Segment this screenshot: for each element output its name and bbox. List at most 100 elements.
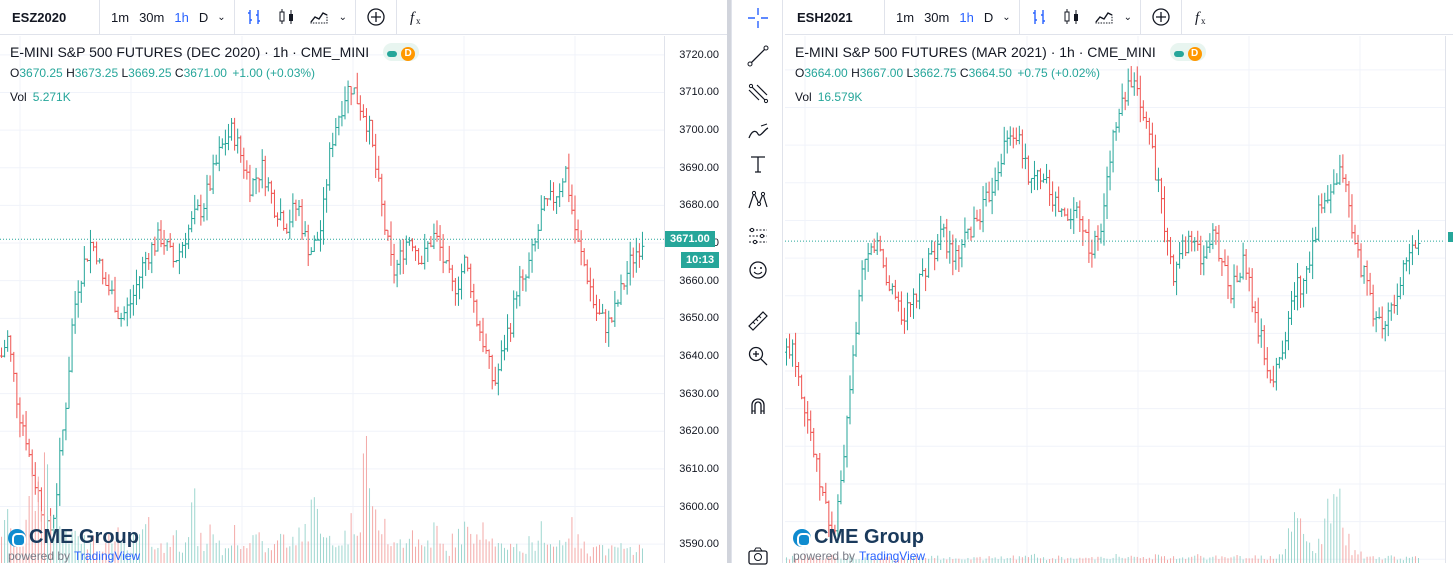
market-status-badge[interactable]: D (1169, 43, 1206, 62)
candles-style-button[interactable] (1056, 0, 1088, 34)
text-icon (751, 156, 765, 173)
ohlc-bar (1271, 365, 1276, 388)
price-axis-left[interactable]: 3720.003710.003700.003690.003680.003670.… (664, 36, 727, 563)
text-tool[interactable] (742, 148, 774, 180)
ohlc-bar (514, 291, 519, 309)
fib-tool[interactable] (742, 78, 774, 110)
ohlc-bar (612, 290, 617, 327)
ohlc-bar (1346, 180, 1351, 218)
plus-circle-icon (1152, 8, 1170, 26)
volume-label: Vol (795, 90, 812, 104)
last-price-tag: 3671.00 (665, 231, 715, 248)
ohlc-bar (474, 299, 479, 327)
ruler-tool[interactable] (742, 305, 774, 337)
brush-tool[interactable] (742, 114, 774, 146)
ohlc-bar (140, 256, 145, 289)
y-tick-label: 3720.00 (679, 48, 719, 61)
ohlc-bar (343, 86, 347, 120)
ohlc-bar (312, 235, 317, 252)
candles-style-button[interactable] (271, 0, 303, 34)
ohlc-bar (131, 284, 136, 316)
area-style-button[interactable] (1088, 0, 1120, 34)
measure-tool[interactable] (742, 220, 774, 252)
ohlc-bar (1126, 68, 1131, 106)
ohlc-bar (606, 310, 611, 347)
ohlc-bar (431, 223, 436, 250)
ohlc-bar (625, 260, 630, 295)
volume-legend: Vol 5.271K (10, 90, 71, 104)
ohlc-bar (1005, 130, 1010, 154)
price-axis-right[interactable] (1445, 36, 1453, 563)
trend-line-tool[interactable] (742, 40, 774, 72)
timeframe-1m[interactable]: 1m (111, 9, 130, 25)
timeframe-30m[interactable]: 30m (139, 9, 165, 25)
ohlc-bar (1356, 234, 1361, 258)
ohlc-bar (1283, 331, 1288, 359)
ohlc-bar (866, 242, 871, 272)
timeframe-30m[interactable]: 30m (924, 9, 950, 25)
grid (785, 36, 1445, 563)
ohlc-bar (1307, 251, 1312, 273)
ohlc-bar (875, 232, 880, 255)
ohlc-bar (269, 180, 274, 204)
ohlc-bar (247, 164, 252, 203)
chevron-down-icon[interactable]: ⌄ (1002, 11, 1011, 23)
ohlc-bar (1265, 347, 1270, 379)
area-style-button[interactable] (303, 0, 335, 34)
magnet-icon (751, 398, 765, 414)
chevron-down-icon[interactable]: ⌄ (338, 11, 347, 23)
ohlc-bar (551, 182, 556, 211)
timeframe-d[interactable]: D (198, 9, 209, 25)
fib-retracement-icon (748, 83, 769, 104)
ohlc-bar (287, 209, 292, 240)
ohlc-bar (1247, 267, 1252, 292)
market-status-badge[interactable]: D (383, 43, 420, 62)
crosshair-tool[interactable] (742, 2, 774, 34)
chevron-down-icon[interactable]: ⌄ (217, 11, 226, 23)
ohlc-bar (560, 178, 565, 198)
compare-button[interactable] (360, 0, 392, 34)
ohlc-bar (496, 363, 501, 396)
close-label: C (959, 66, 969, 80)
candles-icon (1064, 9, 1078, 24)
ohlc-bar (1077, 200, 1082, 233)
emoji-tool[interactable] (742, 254, 774, 286)
brand-name: CME Group (814, 526, 924, 548)
timeframe-1h[interactable]: 1h (174, 9, 189, 25)
ohlc-bar (5, 330, 10, 352)
y-tick-label: 3700.00 (679, 124, 719, 137)
bar-style-button[interactable] (1024, 0, 1056, 34)
ohlc-bar (893, 279, 898, 300)
ohlc-bar (505, 314, 510, 352)
timeframe-1m[interactable]: 1m (896, 9, 915, 25)
compare-button[interactable] (1145, 0, 1177, 34)
open-value: 3664.00 (804, 66, 848, 80)
timeframe-d[interactable]: D (983, 9, 994, 25)
bar-style-button[interactable] (239, 0, 271, 34)
ohlc-bar (1089, 239, 1094, 268)
symbol-search-button[interactable]: ESH2021 (785, 0, 885, 34)
svg-text:f: f (1195, 10, 1201, 26)
magnet-tool[interactable] (742, 390, 774, 422)
ohlc-bar (1298, 275, 1303, 308)
price-plot-right[interactable] (785, 36, 1445, 563)
ohlc-bar (272, 189, 277, 219)
snapshot-tool[interactable] (742, 540, 774, 572)
low-value: 3669.25 (128, 66, 172, 80)
ohlc-bar (487, 349, 492, 369)
symbol-search-button[interactable]: ESZ2020 (0, 0, 100, 34)
zoom-tool[interactable] (742, 340, 774, 372)
ohlc-bar (70, 318, 75, 373)
pattern-tool[interactable] (742, 184, 774, 216)
chevron-down-icon[interactable]: ⌄ (1123, 11, 1132, 23)
price-plot-left[interactable] (0, 36, 664, 563)
tradingview-link[interactable]: TradingView (859, 549, 926, 563)
panel-splitter[interactable] (727, 0, 731, 563)
timeframe-1h[interactable]: 1h (959, 9, 974, 25)
ohlc-bar (557, 183, 562, 208)
tradingview-link[interactable]: TradingView (74, 549, 141, 563)
